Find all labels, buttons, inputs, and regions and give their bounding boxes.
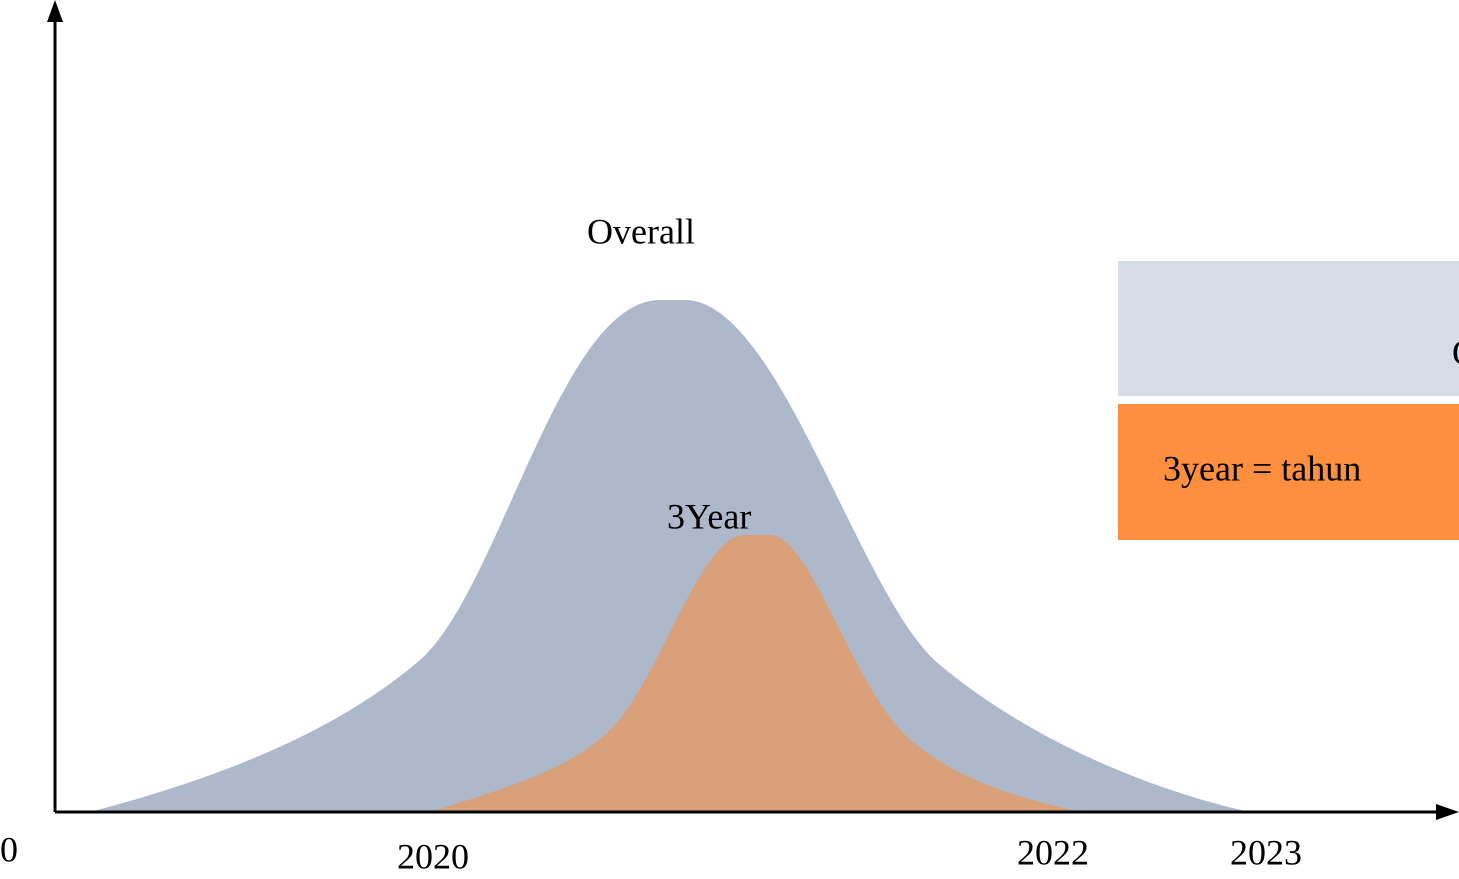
- legend-text: 3year = tahun: [1163, 448, 1361, 488]
- legend-box: [1118, 404, 1459, 540]
- y-axis-arrow: [47, 0, 63, 22]
- x-axis-arrow: [1436, 804, 1459, 820]
- three-year-curve: [430, 535, 1080, 812]
- axis-label: 2020: [397, 836, 469, 876]
- axis-label: 0: [0, 829, 18, 869]
- legend-text: O: [1452, 332, 1459, 372]
- shape-label: Overall: [587, 211, 695, 251]
- shape-label: 3Year: [667, 496, 751, 536]
- overall-curve: [90, 300, 1250, 812]
- legend-box: [1118, 261, 1459, 396]
- axis-label: 2022: [1017, 832, 1089, 872]
- axis-label: 2023: [1230, 832, 1302, 872]
